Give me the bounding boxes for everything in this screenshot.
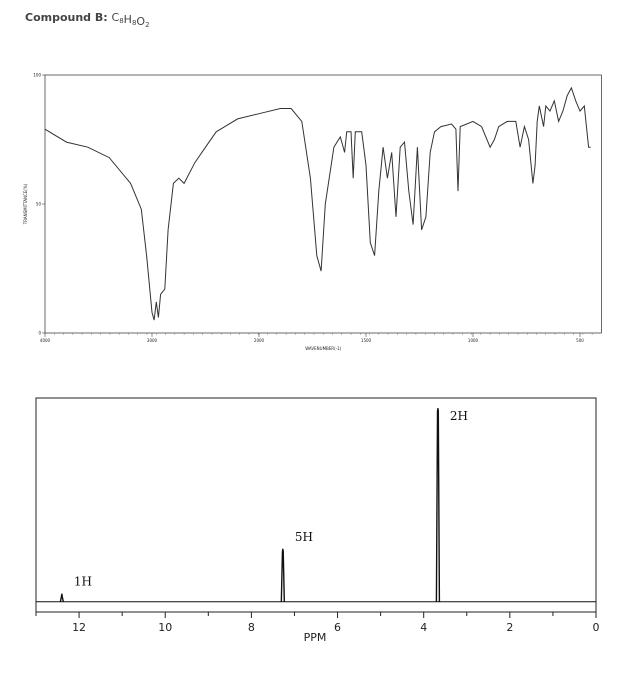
x-tick-label: 6 bbox=[334, 621, 341, 634]
element-symbol: O bbox=[136, 15, 145, 28]
element-symbol: H bbox=[124, 13, 132, 26]
x-tick-label: 1500 bbox=[361, 338, 372, 343]
x-tick-label: 4 bbox=[420, 621, 427, 634]
heading: Compound B: C8H8O2 bbox=[25, 11, 150, 29]
x-tick-label: 4000 bbox=[40, 338, 51, 343]
x-tick-label: 1000 bbox=[468, 338, 479, 343]
x-tick-label: 3000 bbox=[147, 338, 158, 343]
x-tick-label: 2 bbox=[506, 621, 513, 634]
peak bbox=[280, 548, 286, 602]
x-tick-label: 10 bbox=[158, 621, 172, 634]
integration-label: 5H bbox=[295, 530, 313, 544]
integration-label: 1H bbox=[74, 575, 92, 589]
y-tick-label: 50 bbox=[36, 202, 42, 207]
element-symbol: C bbox=[112, 11, 120, 24]
heading-label: Compound B: bbox=[25, 11, 108, 24]
plot-frame bbox=[35, 397, 597, 613]
y-axis-label: TRANSMITTANCE(%) bbox=[23, 183, 28, 225]
x-tick-label: 2000 bbox=[254, 338, 265, 343]
integration-label: 2H bbox=[450, 409, 468, 423]
subscript: 2 bbox=[145, 21, 149, 29]
y-tick-label: 0 bbox=[38, 331, 41, 336]
x-tick-label: 0 bbox=[593, 621, 600, 634]
y-tick-label: 100 bbox=[33, 73, 41, 78]
plot-frame bbox=[44, 74, 602, 334]
x-axis-label: PPM bbox=[304, 631, 327, 644]
spectrum-line bbox=[44, 86, 591, 321]
x-tick-label: 500 bbox=[576, 338, 584, 343]
subscript: 8 bbox=[119, 17, 123, 25]
subscript: 8 bbox=[132, 19, 136, 27]
peak bbox=[59, 593, 65, 602]
x-tick-label: 12 bbox=[72, 621, 86, 634]
x-axis-label: WAVENUMBER(-1) bbox=[305, 346, 341, 351]
peak bbox=[435, 408, 441, 602]
formula: C8H8O2 bbox=[112, 11, 150, 29]
x-tick-label: 8 bbox=[248, 621, 255, 634]
